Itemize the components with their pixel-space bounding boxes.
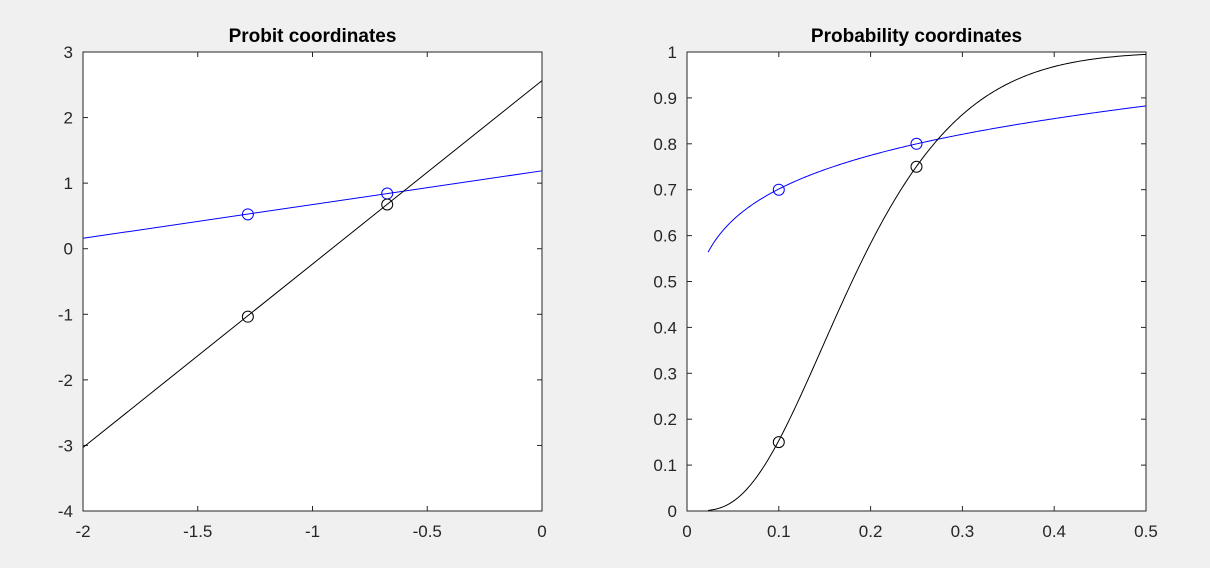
- series-probability: [707, 53, 1147, 511]
- data-point-blue: [241, 208, 254, 221]
- data-point-blue: [910, 137, 923, 150]
- chart-title-probability: Probability coordinates: [811, 26, 1022, 47]
- y-tick-label: 0.1: [653, 456, 677, 475]
- x-tick-label: -1.5: [183, 522, 212, 541]
- y-tick-label: 0.8: [653, 135, 677, 154]
- y-tick-label: 3: [64, 43, 73, 62]
- x-tick-label: 0.5: [1134, 522, 1158, 541]
- x-tick-label: 0.4: [1042, 522, 1066, 541]
- y-tick-label: -1: [58, 305, 73, 324]
- y-tick-label: 0.6: [653, 227, 677, 246]
- series-line-black: [82, 80, 543, 448]
- x-tick-label: 0: [682, 522, 691, 541]
- plot-area-probability: [686, 51, 1147, 512]
- y-tick-label: 0.4: [653, 318, 677, 337]
- data-point-black: [241, 310, 254, 323]
- data-point-black: [910, 160, 923, 173]
- y-tick-label: 2: [64, 109, 73, 128]
- series-probit: [82, 80, 543, 448]
- y-tick-label: 0.2: [653, 410, 677, 429]
- y-tick-label: -4: [58, 502, 73, 521]
- y-tick-label: -3: [58, 436, 73, 455]
- x-tick-label: 0.1: [767, 522, 791, 541]
- y-tick-label: 1: [64, 174, 73, 193]
- y-tick-label: -2: [58, 371, 73, 390]
- axes-probability: Probability coordinates 0 0.1 0.2 0.3 0.4 0.5…: [653, 26, 1157, 541]
- x-tick-label: -1: [305, 522, 320, 541]
- y-tick-label: 0: [668, 502, 677, 521]
- x-tick-label: -0.5: [413, 522, 442, 541]
- data-point-black: [772, 436, 785, 449]
- x-ticks-probability: 0 0.1 0.2 0.3 0.4 0.5: [682, 52, 1158, 541]
- series-line-blue: [82, 170, 543, 239]
- chart-title-probit: Probit coordinates: [229, 26, 397, 47]
- y-tick-label: 0.9: [653, 89, 677, 108]
- data-point-black: [381, 198, 394, 211]
- y-tick-label: 0: [64, 240, 73, 259]
- plot-area-probit: [82, 51, 543, 512]
- x-tick-label: 0: [537, 522, 546, 541]
- x-tick-label: 0.3: [951, 522, 975, 541]
- series-curve-blue: [707, 105, 1147, 253]
- x-tick-label: -2: [75, 522, 90, 541]
- series-curve-black: [708, 53, 1147, 511]
- x-ticks-probit: -2 -1.5 -1 -0.5 0: [75, 52, 547, 541]
- y-ticks-probit: -4 -3 -2 -1 0 1 2 3: [58, 43, 542, 521]
- data-point-blue: [772, 183, 785, 196]
- y-tick-label: 0.7: [653, 181, 677, 200]
- y-tick-label: 0.3: [653, 364, 677, 383]
- axes-probit: Probit coordinates -2 -1.5 -1 -0.5 0 -4-3-2-…: [58, 26, 547, 541]
- y-tick-label: 0.5: [653, 273, 677, 292]
- y-ticks-probability: 0 0.1 0.2 0.3 0.4 0.5 0.6 0.7 0.8 0.9 1: [653, 43, 1146, 521]
- x-tick-label: 0.2: [859, 522, 883, 541]
- y-tick-label: 1: [668, 43, 677, 62]
